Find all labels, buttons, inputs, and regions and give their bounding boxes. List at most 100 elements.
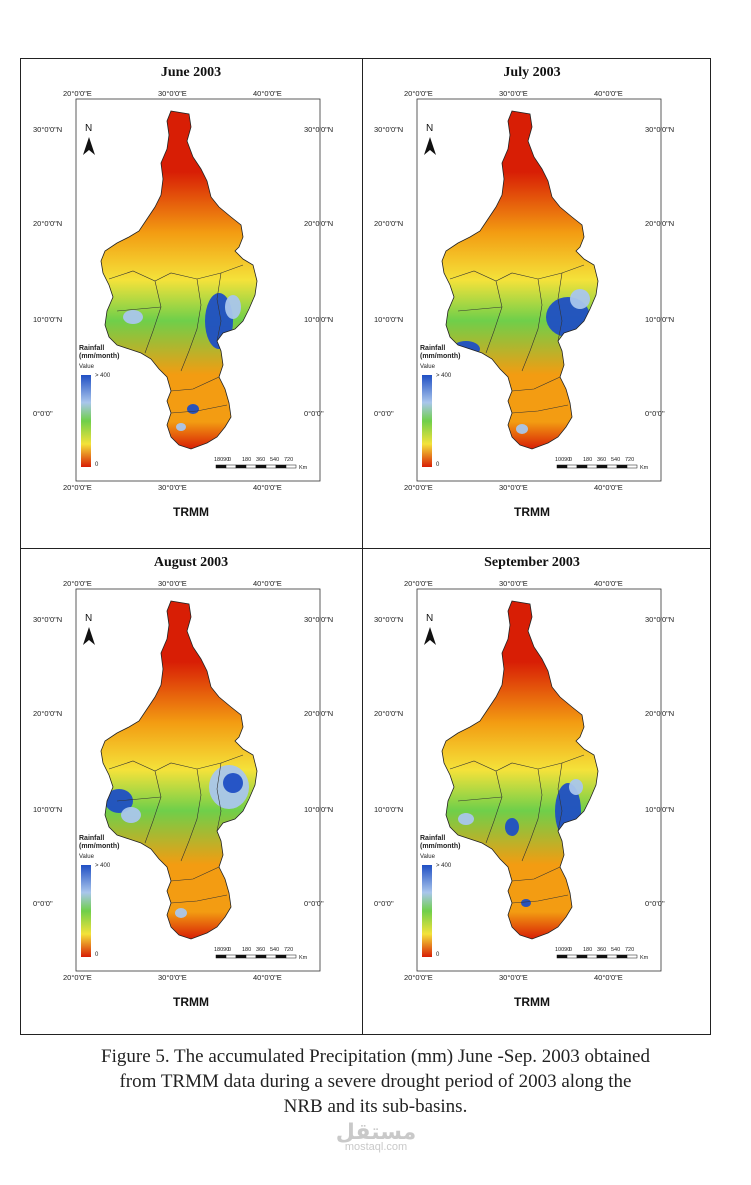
scale-label: 360 xyxy=(597,457,607,463)
sub-basin-boundary xyxy=(116,306,162,312)
caption-line-1: Figure 5. The accumulated Precipitation … xyxy=(101,1046,650,1067)
scale-bar-segment xyxy=(225,954,237,959)
wet-zone-5 xyxy=(521,899,531,907)
top-longitude-label: 20°0'0"E xyxy=(63,579,92,588)
left-latitude-label: 0°0'0" xyxy=(374,409,394,418)
sub-basin-boundary xyxy=(116,796,162,802)
north-label: N xyxy=(85,613,93,624)
scale-bar-segment xyxy=(275,954,287,959)
sub-basin-boundary xyxy=(144,280,162,354)
basin-outline xyxy=(100,110,258,450)
scale-bar-segment xyxy=(576,464,588,469)
legend-color-bar xyxy=(81,375,91,467)
north-label: N xyxy=(426,613,434,624)
left-latitude-label: 10°0'0"N xyxy=(33,315,63,324)
scale-label: 180 xyxy=(583,457,593,463)
scale-label: 540 xyxy=(611,947,621,953)
panel-title: July 2003 xyxy=(503,65,561,80)
wet-zone-4 xyxy=(458,813,474,825)
basin-outline xyxy=(100,600,258,940)
scale-unit: Km xyxy=(299,955,308,961)
legend-title: Rainfall (mm/month) xyxy=(79,835,120,850)
left-latitude-label: 30°0'0"N xyxy=(33,615,63,624)
scale-unit: Km xyxy=(299,465,308,471)
sub-basin-boundary xyxy=(216,762,222,832)
scale-unit: Km xyxy=(640,955,649,961)
scale-bar-segment xyxy=(556,464,568,469)
scale-bar-segment xyxy=(255,464,267,469)
scale-label: 18090 xyxy=(214,457,230,463)
nile-basin-area xyxy=(101,111,257,449)
basin-outline xyxy=(441,600,599,940)
legend-title: Rainfall (mm/month) xyxy=(79,345,120,360)
right-latitude-label: 0°0'0" xyxy=(304,409,324,418)
top-longitude-label: 40°0'0"E xyxy=(594,89,623,98)
scale-label: 360 xyxy=(597,947,607,953)
legend-title: Rainfall (mm/month) xyxy=(420,835,461,850)
nile-basin-area xyxy=(442,601,598,939)
north-label: N xyxy=(85,123,93,134)
sub-basin-boundary xyxy=(457,796,503,802)
top-longitude-label: 30°0'0"E xyxy=(499,579,528,588)
bottom-longitude-label: 20°0'0"E xyxy=(404,973,433,982)
scale-bar-segment xyxy=(225,464,237,469)
left-latitude-label: 0°0'0" xyxy=(33,409,53,418)
sub-basin-boundary xyxy=(521,768,543,862)
scale-bar-segment xyxy=(586,954,598,959)
wet-zone-2 xyxy=(225,295,241,319)
bottom-longitude-label: 40°0'0"E xyxy=(594,973,623,982)
scale-bar-segment xyxy=(265,464,277,469)
bottom-longitude-label: 40°0'0"E xyxy=(253,483,282,492)
wet-zone-4 xyxy=(176,423,186,431)
map-panel-3: August 2003 20°0'0"E 30°0'0"E 40°0'0"E 20°0'… xyxy=(21,549,361,1037)
rainfall-map xyxy=(75,588,321,972)
sub-basin-boundary xyxy=(485,770,503,844)
legend-max-label: > 400 xyxy=(436,373,452,379)
right-latitude-label: 20°0'0"N xyxy=(645,709,675,718)
scale-bar-segment xyxy=(606,464,618,469)
sub-basin-boundary xyxy=(557,272,563,342)
scale-label: 18090 xyxy=(214,947,230,953)
top-longitude-label: 20°0'0"E xyxy=(404,579,433,588)
top-longitude-label: 30°0'0"E xyxy=(158,89,187,98)
scale-label: 540 xyxy=(270,457,280,463)
rainfall-map xyxy=(416,98,662,482)
scale-bar-segment xyxy=(616,954,628,959)
legend-color-bar xyxy=(422,375,432,467)
scale-bar-segment xyxy=(215,464,227,469)
legend-color-bar xyxy=(422,865,432,957)
scale-label: 0 xyxy=(569,947,573,953)
caption-line-3: NRB and its sub-basins. xyxy=(283,1096,468,1117)
right-latitude-label: 30°0'0"N xyxy=(645,615,675,624)
left-latitude-label: 20°0'0"N xyxy=(374,709,404,718)
wet-zone-4 xyxy=(121,807,141,823)
right-latitude-label: 30°0'0"N xyxy=(304,615,334,624)
left-latitude-label: 30°0'0"N xyxy=(374,615,404,624)
left-latitude-label: 0°0'0" xyxy=(374,899,394,908)
sub-basin-boundary xyxy=(511,866,561,882)
scale-bar-segment xyxy=(586,464,598,469)
figure-caption: Figure 5. The accumulated Precipitation … xyxy=(20,1044,731,1119)
scale-bar-segment xyxy=(235,954,247,959)
scale-bar-segment xyxy=(215,954,227,959)
sub-basin-boundary xyxy=(457,306,503,312)
wet-zone-5 xyxy=(175,908,187,918)
top-longitude-label: 40°0'0"E xyxy=(253,579,282,588)
scale-bar-segment xyxy=(606,954,618,959)
scale-label: 540 xyxy=(611,457,621,463)
bottom-longitude-label: 20°0'0"E xyxy=(63,973,92,982)
bottom-longitude-label: 30°0'0"E xyxy=(499,973,528,982)
scale-label: 0 xyxy=(569,457,573,463)
wet-zone-3 xyxy=(505,818,519,836)
sub-basin-boundary xyxy=(170,866,220,882)
data-source-label: TRMM xyxy=(173,995,209,1009)
right-latitude-label: 0°0'0" xyxy=(645,409,665,418)
scale-label: 180 xyxy=(242,947,252,953)
sub-basin-boundary xyxy=(170,404,228,414)
legend-min-label: 0 xyxy=(436,952,440,958)
left-latitude-label: 10°0'0"N xyxy=(374,315,404,324)
wet-zone-5 xyxy=(123,310,143,324)
watermark-arabic: مستقل xyxy=(335,1120,417,1145)
scale-label: 180 xyxy=(583,947,593,953)
watermark-latin: mostaql.com xyxy=(344,1141,408,1153)
